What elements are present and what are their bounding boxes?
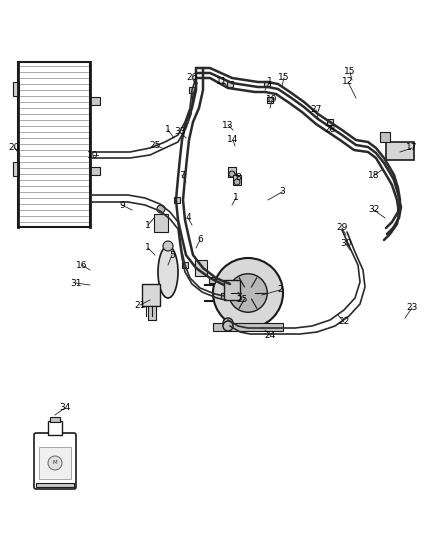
Bar	[189, 87, 195, 93]
Text: 11: 11	[216, 77, 228, 86]
Text: 1: 1	[145, 244, 151, 253]
Text: 1: 1	[165, 125, 171, 134]
Circle shape	[229, 274, 267, 312]
Text: 16: 16	[76, 261, 88, 270]
Bar	[195, 260, 207, 276]
Text: 29: 29	[336, 223, 348, 232]
Text: 2: 2	[277, 286, 283, 295]
Circle shape	[229, 171, 235, 177]
Circle shape	[234, 179, 240, 185]
Bar	[228, 167, 236, 177]
Text: 25: 25	[149, 141, 161, 149]
Text: 32: 32	[368, 206, 380, 214]
Text: 7: 7	[179, 171, 185, 180]
Text: 25: 25	[237, 295, 247, 304]
Circle shape	[157, 205, 165, 213]
Circle shape	[48, 456, 62, 470]
Text: 15: 15	[278, 74, 290, 83]
Text: 21: 21	[134, 301, 146, 310]
Bar	[18, 62, 90, 227]
Ellipse shape	[158, 246, 178, 298]
Bar	[36, 483, 74, 487]
Text: M: M	[53, 461, 57, 465]
Bar	[13, 82, 19, 96]
Text: 9: 9	[119, 200, 125, 209]
Bar	[148, 306, 156, 320]
Bar	[182, 262, 188, 268]
Circle shape	[163, 241, 173, 251]
Text: 20: 20	[8, 142, 20, 151]
Text: 13: 13	[222, 120, 234, 130]
Bar	[48, 421, 62, 435]
Text: 27: 27	[310, 106, 321, 115]
Text: 10: 10	[87, 150, 99, 159]
Text: 14: 14	[227, 135, 239, 144]
Bar	[233, 175, 241, 185]
Bar	[327, 119, 333, 125]
Bar	[154, 214, 168, 232]
Circle shape	[223, 321, 233, 331]
Bar	[90, 167, 100, 175]
Text: 31: 31	[70, 279, 82, 287]
FancyBboxPatch shape	[34, 433, 76, 489]
Text: 3: 3	[279, 188, 285, 197]
Text: 4: 4	[185, 214, 191, 222]
Text: 24: 24	[265, 330, 276, 340]
Text: 1: 1	[233, 193, 239, 203]
Bar	[90, 97, 100, 105]
Bar	[39, 447, 71, 479]
Text: 1: 1	[267, 77, 273, 86]
Text: 33: 33	[174, 127, 186, 136]
Text: 6: 6	[197, 236, 203, 245]
Bar	[380, 132, 390, 142]
Bar	[142, 284, 160, 306]
Circle shape	[213, 258, 283, 328]
Text: 18: 18	[368, 171, 380, 180]
Text: 34: 34	[59, 403, 71, 413]
Text: 17: 17	[406, 143, 418, 152]
Bar	[264, 81, 270, 87]
Text: 12: 12	[343, 77, 354, 86]
Text: 5: 5	[169, 251, 175, 260]
Text: 19: 19	[266, 95, 278, 104]
Bar	[174, 197, 180, 203]
Bar	[227, 81, 233, 87]
Bar	[267, 97, 273, 103]
Bar	[13, 162, 19, 176]
Bar	[224, 280, 240, 300]
Text: 8: 8	[235, 174, 241, 182]
Text: 23: 23	[406, 303, 418, 312]
Bar	[386, 142, 414, 160]
Text: 28: 28	[324, 125, 336, 134]
Circle shape	[223, 318, 233, 328]
Text: 15: 15	[344, 68, 356, 77]
Text: 26: 26	[186, 74, 198, 83]
Bar	[221, 293, 227, 299]
Text: 30: 30	[340, 239, 352, 248]
Bar	[209, 277, 215, 283]
Bar	[213, 323, 283, 331]
Bar	[50, 417, 60, 422]
Text: 1: 1	[145, 221, 151, 230]
Text: 22: 22	[339, 318, 350, 327]
